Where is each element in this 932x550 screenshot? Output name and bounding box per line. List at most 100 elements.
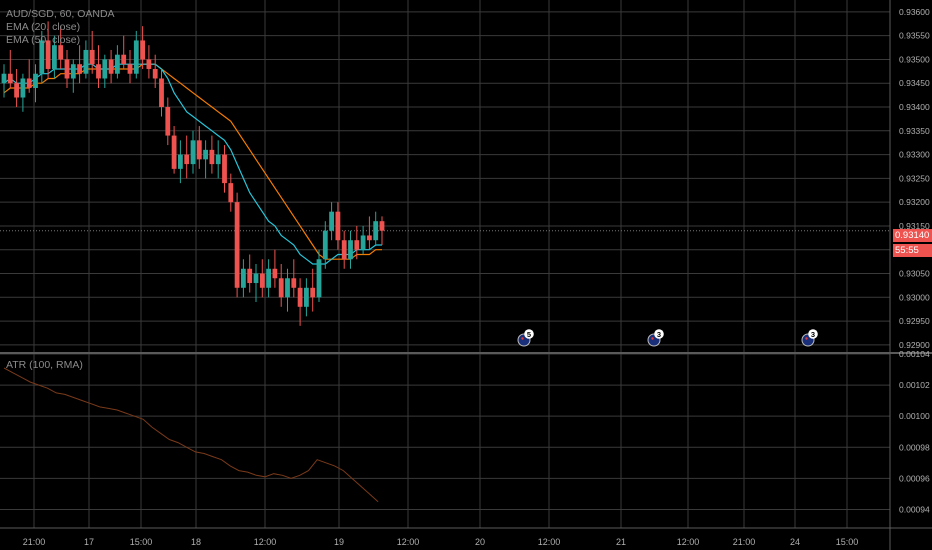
candle-body [152,68,158,79]
candle-body [241,268,246,288]
price-tick-label: 0.93050 [899,269,930,279]
time-axis: 21:00 17 15:00 18 12:00 19 12:00 20 12:00 21 12:00… [23,537,859,547]
time-tick-label: 21:00 [23,537,46,547]
candle-body [184,154,190,165]
candle-body [247,268,253,284]
time-tick-label: 12:00 [677,537,700,547]
candle-body [278,278,284,298]
event-marker[interactable]: 5 [517,329,534,347]
candle-body [379,221,385,231]
candle-body [373,221,379,241]
candle-body [140,40,145,60]
atr-line [3,367,379,503]
price-tick-label: 0.93350 [899,126,930,136]
legend-atr[interactable]: ATR (100, RMA) [6,359,83,372]
economic-events: 5 3 3 [517,329,818,347]
candle-body [215,154,221,165]
price-tick-label: 0.92950 [899,316,930,326]
candle-body [329,211,334,231]
candle-body [102,59,108,79]
candle-body [316,259,322,298]
candle-series [1,21,385,326]
candle-body [127,64,133,74]
price-tick-label: 0.93300 [899,150,930,160]
candle-body [196,140,202,160]
legend-symbol: AUD/SGD, 60, OANDA [6,8,115,21]
legend-symbol-text: AUD/SGD, 60, OANDA [6,8,115,20]
candle-body [64,59,70,79]
legend-ema-fast[interactable]: EMA (20, close) [6,21,80,34]
candle-body [14,83,19,98]
price-tick-label: 0.93600 [899,7,930,17]
candle-body [20,78,26,98]
price-tick-label: 0.93000 [899,292,930,302]
candle-body [209,149,215,165]
event-marker[interactable]: 3 [801,329,818,347]
time-tick-label: 15:00 [130,537,153,547]
price-tick-label: 0.93400 [899,102,930,112]
candle-body [234,202,240,288]
time-tick-label: 21 [616,537,626,547]
atr-series [3,367,379,503]
time-tick-label: 15:00 [836,537,859,547]
candle-body [108,59,114,74]
candle-body [222,154,227,184]
event-marker[interactable]: 3 [647,329,664,347]
event-count-badge [654,329,664,339]
flag-detail [651,337,654,340]
time-tick-label: 17 [84,537,94,547]
price-axis: 0.93600 0.93550 0.93500 0.93450 0.93400 0.933… [899,7,930,350]
current-price-tag: 0.93140 [893,229,932,242]
price-tick-label: 0.92900 [899,340,930,350]
legend-ema-slow[interactable]: EMA (50, close) [6,34,80,47]
time-tick-label: 21:00 [733,537,756,547]
candle-body [348,240,353,260]
flag-detail [521,337,524,340]
candle-body [341,240,347,260]
atr-axis: 0.00104 0.00102 0.00100 0.00098 0.00096 0.000… [899,349,930,514]
candle-body [367,235,372,241]
candle-body [285,278,290,298]
candle-body [26,78,32,88]
candle-body [45,40,51,69]
time-tick-label: 24 [790,537,800,547]
candle-body [165,107,171,136]
legend-ema-slow-text: EMA (50, close) [6,34,81,46]
candle-body [77,64,82,74]
time-tick-label: 12:00 [254,537,277,547]
time-tick-label: 20 [475,537,485,547]
candle-body [83,49,89,74]
candle-body [39,40,45,74]
time-tick-label: 12:00 [397,537,420,547]
candle-body [89,49,95,65]
candle-body [7,73,13,84]
bar-countdown-tag: 55:55 [893,244,932,257]
time-tick-label: 19 [334,537,344,547]
legend-atr-text: ATR (100, RMA) [6,359,83,371]
candle-body [310,287,316,298]
candle-body [1,73,7,84]
price-tick-label: 0.93450 [899,78,930,88]
event-count-text: 5 [527,330,531,339]
candle-body [272,268,278,279]
time-tick-label: 12:00 [538,537,561,547]
atr-tick-label: 0.00100 [899,411,930,421]
candle-body [96,64,101,79]
bar-countdown-text: 55:55 [895,245,919,256]
candle-body [70,64,76,79]
candle-body [171,135,177,169]
candle-body [335,211,341,241]
candle-body [291,278,297,288]
event-count-text: 3 [811,330,815,339]
candle-body [121,54,127,65]
price-tick-label: 0.93550 [899,31,930,41]
candle-body [322,230,328,260]
candle-body [228,183,234,203]
legend-ema-fast-text: EMA (20, close) [6,21,81,33]
candle-body [115,54,120,74]
atr-tick-label: 0.00094 [899,504,930,514]
time-tick-label: 18 [191,537,201,547]
atr-tick-label: 0.00104 [899,349,930,359]
